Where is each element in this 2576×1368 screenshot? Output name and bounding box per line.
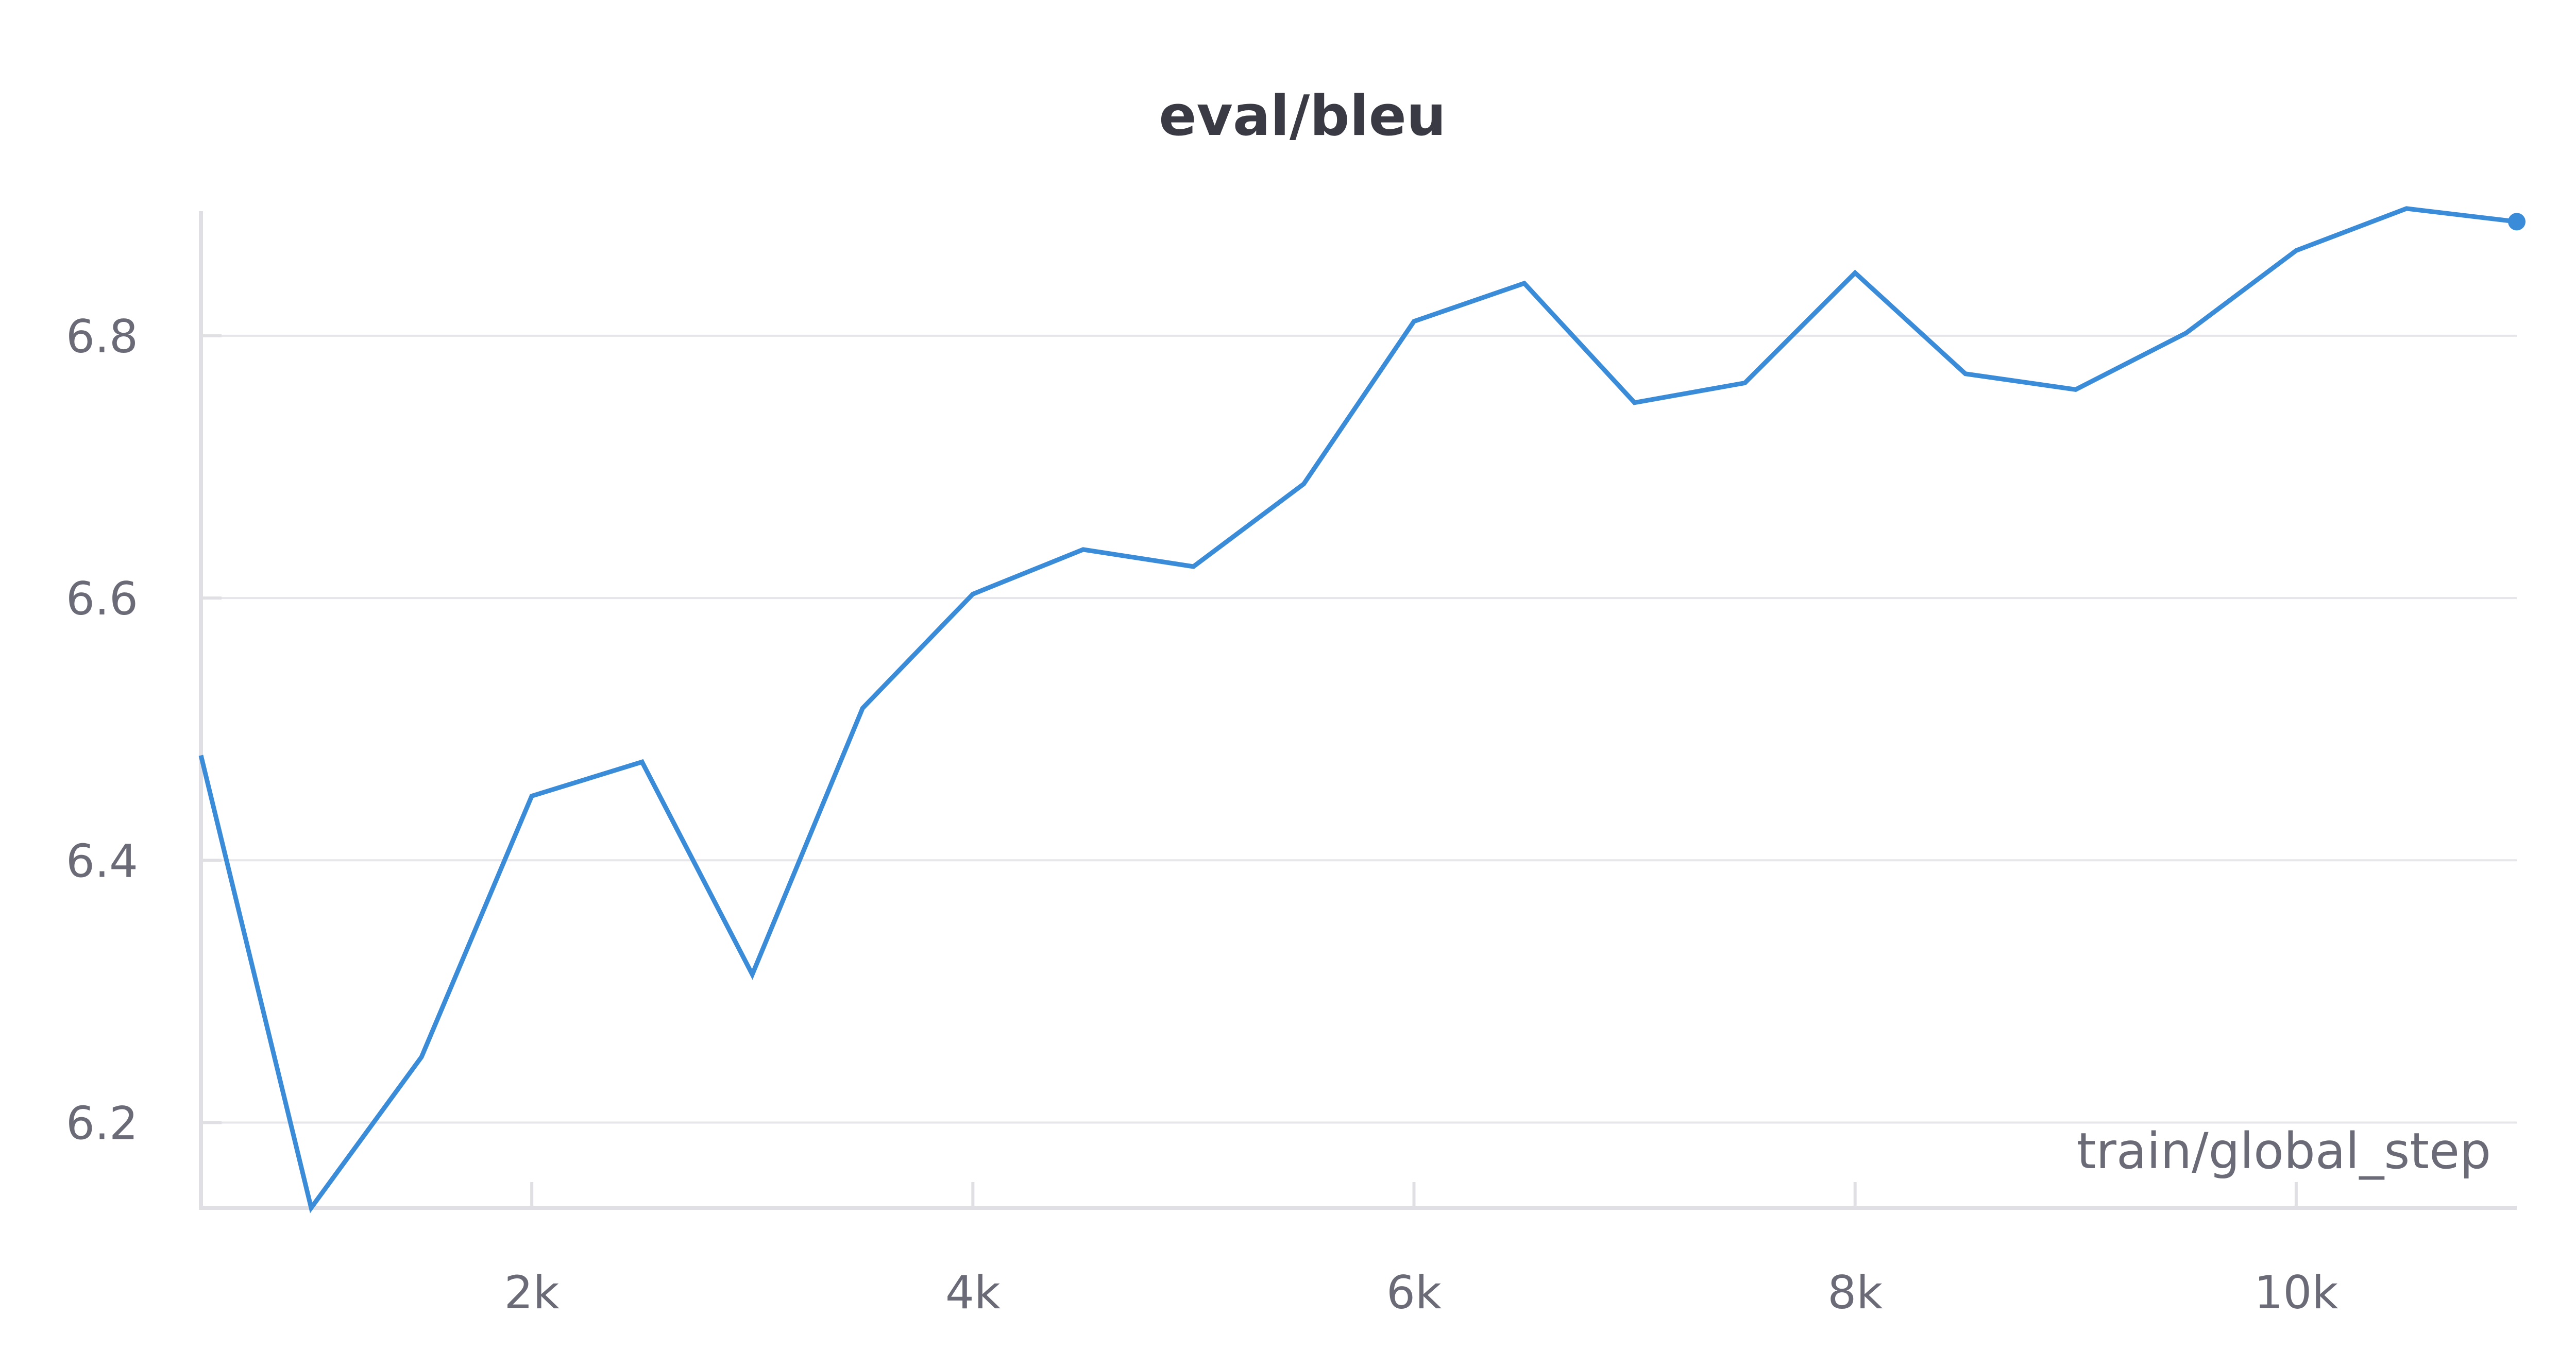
x-tick-labels: 2k 4k 6k 8k 10k	[504, 1266, 2338, 1319]
x-tick-label: 6k	[1386, 1266, 1442, 1319]
series-line	[198, 206, 2517, 1213]
x-tick-label: 4k	[945, 1266, 1001, 1319]
chart-title: eval/bleu	[1159, 84, 1446, 148]
y-tick-label: 6.8	[66, 310, 138, 363]
x-tick-label: 10k	[2254, 1266, 2338, 1319]
x-axis-label: train/global_step	[2077, 1122, 2491, 1180]
y-tick-label: 6.2	[66, 1097, 138, 1150]
y-tick-label: 6.4	[66, 834, 138, 887]
series-end-point	[2508, 213, 2526, 231]
x-tick-label: 8k	[1827, 1266, 1883, 1319]
axes	[199, 211, 2517, 1210]
series-layer	[198, 206, 2526, 1213]
x-tick-label: 2k	[504, 1266, 560, 1319]
y-tick-labels: 6.2 6.4 6.6 6.8	[66, 310, 138, 1150]
gridlines	[222, 334, 2517, 1124]
y-tick-label: 6.6	[66, 572, 138, 625]
